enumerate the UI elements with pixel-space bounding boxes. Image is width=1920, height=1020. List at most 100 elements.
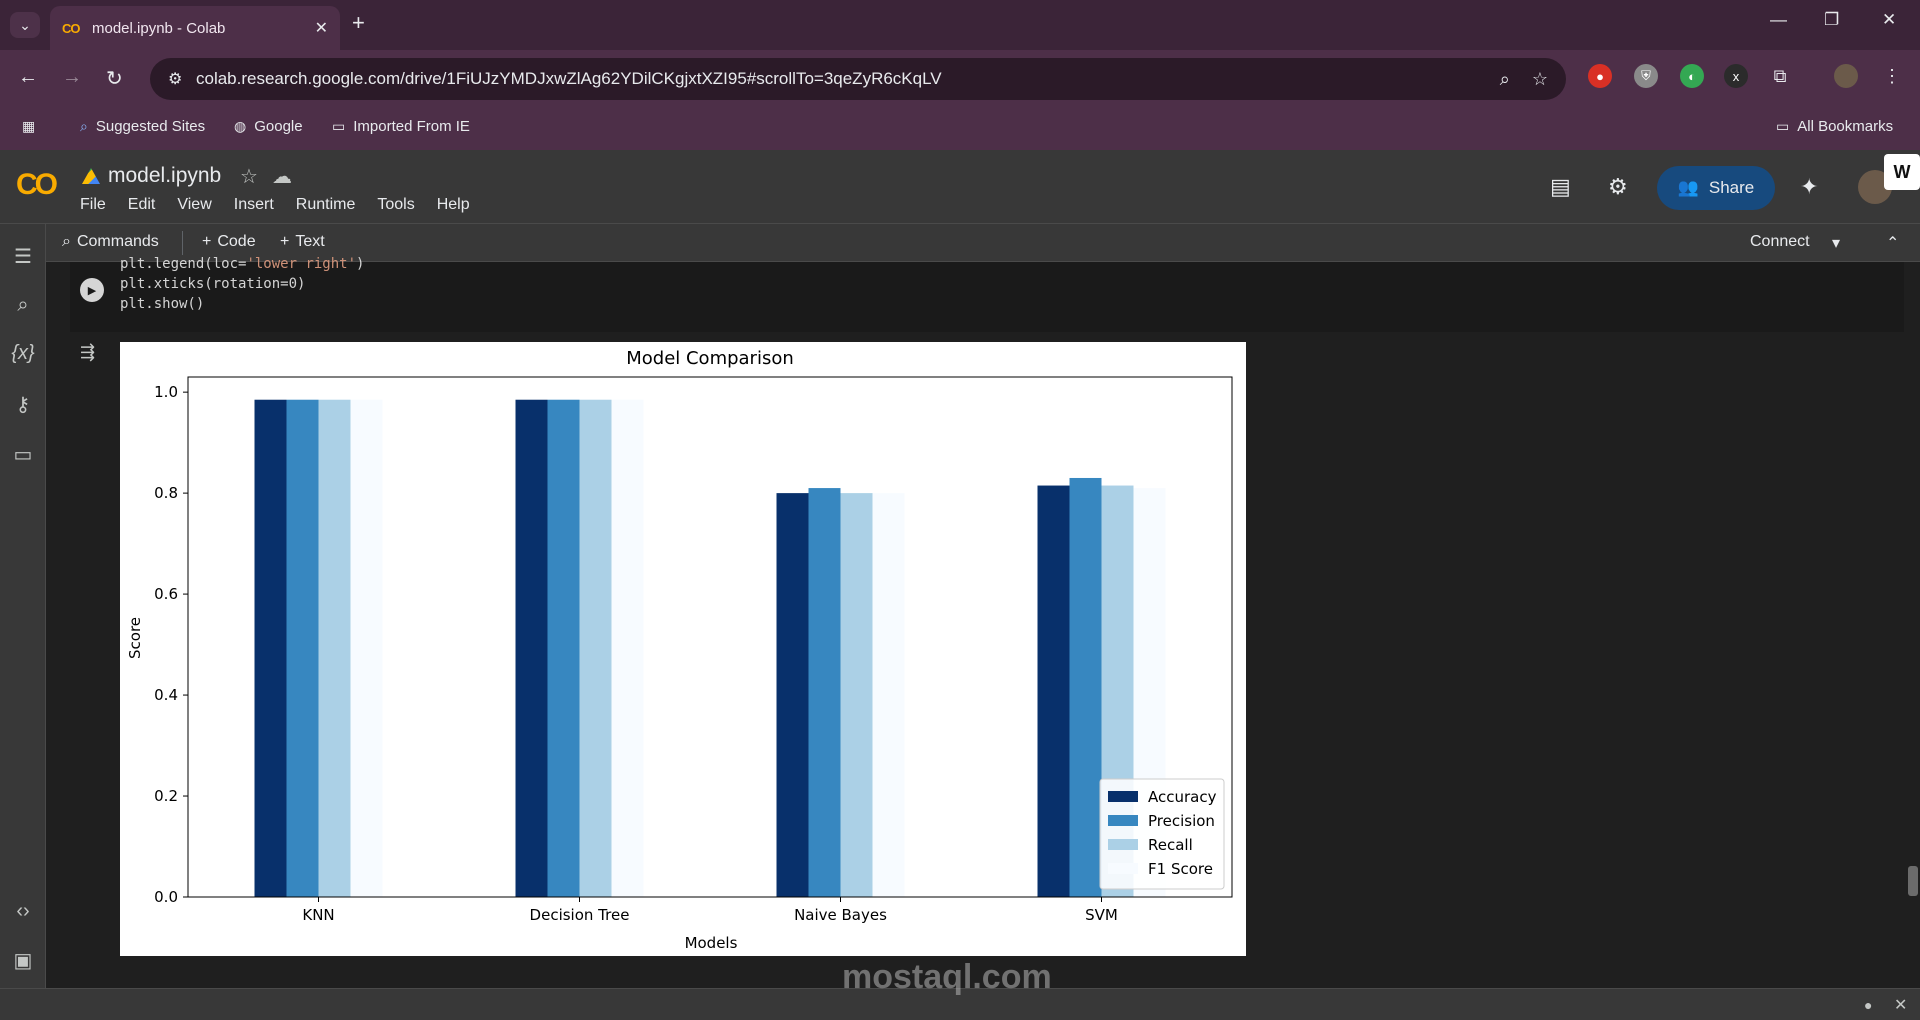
x-tick-label: KNN: [302, 906, 334, 924]
x-axis-label: Models: [685, 934, 738, 952]
extension-x-icon[interactable]: x: [1724, 64, 1748, 88]
add-text-button[interactable]: + Text: [280, 233, 325, 250]
status-bar: ● ✕: [0, 988, 1920, 1020]
extensions-puzzle-icon[interactable]: ⧉: [1773, 65, 1787, 86]
extension-red-icon[interactable]: ●: [1588, 64, 1612, 88]
star-icon[interactable]: ☆: [240, 166, 258, 188]
bar: [808, 488, 841, 897]
x-tick-label: Naive Bayes: [794, 906, 887, 924]
code-cell[interactable]: ▶ plt.legend(loc='lower right') plt.xtic…: [70, 256, 1904, 332]
profile-avatar[interactable]: [1834, 64, 1858, 88]
url-text[interactable]: colab.research.google.com/drive/1FiUJzYM…: [196, 69, 942, 88]
cloud-saved-icon: ☁: [272, 166, 292, 188]
legend-label: Accuracy: [1148, 788, 1217, 806]
plus-icon: +: [280, 233, 290, 250]
collapse-chevron-icon[interactable]: ⌃: [1886, 235, 1900, 252]
bar: [872, 493, 905, 897]
menu-tools[interactable]: Tools: [377, 196, 415, 213]
bookmark-google[interactable]: ◍ Google: [234, 118, 303, 135]
omnibox[interactable]: ⚙ colab.research.google.com/drive/1FiUJz…: [150, 58, 1566, 100]
y-tick-label: 0.6: [154, 585, 178, 603]
y-tick-label: 0.0: [154, 888, 178, 906]
share-button[interactable]: 👥 Share: [1657, 166, 1775, 210]
restore-button[interactable]: ❐: [1824, 10, 1840, 29]
comments-icon[interactable]: ▤: [1550, 174, 1571, 199]
forward-arrow-icon[interactable]: →: [62, 66, 82, 88]
terminal-icon[interactable]: ▣: [13, 950, 33, 972]
gemini-sparkle-icon[interactable]: ✦: [1800, 174, 1819, 199]
folder-icon: ▭: [1776, 118, 1790, 134]
browser-tab[interactable]: CO model.ipynb - Colab ✕: [50, 6, 340, 50]
back-arrow-icon[interactable]: ←: [18, 66, 38, 88]
add-code-button[interactable]: + Code: [202, 233, 256, 250]
connect-button[interactable]: Connect: [1750, 233, 1810, 250]
menu-runtime[interactable]: Runtime: [295, 196, 356, 213]
menu-edit[interactable]: Edit: [127, 196, 156, 213]
site-info-icon[interactable]: ⚙: [168, 71, 183, 88]
menu-help[interactable]: Help: [436, 196, 470, 213]
run-cell-button[interactable]: ▶: [80, 278, 104, 302]
bookmark-suggested-sites[interactable]: ⌕ Suggested Sites: [80, 118, 206, 135]
browser-menu-icon[interactable]: ⋮: [1883, 65, 1901, 86]
table-of-contents-icon[interactable]: ☰: [14, 246, 32, 268]
bookmarks-bar: ▦ ⌕ Suggested Sites ◍ Google ▭ Imported Fro…: [0, 108, 1920, 150]
browser-tab-strip: ⌄ CO model.ipynb - Colab ✕ + — ❐ ✕: [0, 0, 1920, 50]
output-toggle-icon[interactable]: ⇶: [80, 342, 96, 362]
new-tab-button[interactable]: +: [352, 10, 365, 35]
legend-swatch: [1108, 791, 1138, 802]
toolbar-divider: [182, 231, 183, 255]
notebook-area: ▶ plt.legend(loc='lower right') plt.xtic…: [46, 256, 1920, 988]
all-bookmarks[interactable]: ▭ All Bookmarks: [1776, 118, 1894, 135]
code-line: plt.legend(loc='lower right'): [120, 256, 365, 272]
w-badge[interactable]: W: [1884, 154, 1920, 190]
find-icon[interactable]: ⌕: [17, 294, 29, 316]
bar-chart: Model Comparison Score Models KNN Decisio…: [126, 348, 1233, 952]
extension-color-icon[interactable]: ◐: [1680, 64, 1704, 88]
reload-icon[interactable]: ↻: [106, 68, 123, 90]
menu-view[interactable]: View: [177, 196, 212, 213]
code-snippets-icon[interactable]: ‹›: [16, 900, 30, 922]
commands-button[interactable]: ⌕ Commands: [62, 233, 159, 250]
minimize-button[interactable]: —: [1770, 10, 1787, 29]
scrollbar-thumb[interactable]: [1908, 866, 1918, 896]
bar: [515, 399, 548, 897]
bar: [547, 399, 580, 897]
apps-grid-icon[interactable]: ▦: [22, 118, 36, 134]
connect-dropdown-icon[interactable]: ▾: [1832, 235, 1841, 252]
status-close-icon[interactable]: ✕: [1894, 997, 1908, 1014]
tab-title: model.ipynb - Colab: [92, 19, 226, 37]
bar: [286, 399, 319, 897]
legend-label: Recall: [1148, 836, 1193, 854]
legend-swatch: [1108, 863, 1138, 874]
zoom-icon[interactable]: ⌕: [1499, 68, 1510, 89]
watermark: mostaql.com: [842, 958, 1052, 996]
bar: [579, 399, 612, 897]
menu-bar: File Edit View Insert Runtime Tools Help: [80, 196, 470, 214]
bar: [318, 399, 351, 897]
bookmark-star-icon[interactable]: ☆: [1531, 68, 1548, 89]
settings-gear-icon[interactable]: ⚙: [1608, 174, 1628, 199]
window-close-button[interactable]: ✕: [1882, 10, 1897, 29]
globe-icon: ◍: [234, 118, 247, 134]
bar: [1037, 485, 1070, 897]
left-sidebar: ☰ ⌕ {x} ⚷ ▭ ‹› ▣: [0, 224, 46, 988]
notebook-name[interactable]: model.ipynb: [108, 164, 222, 187]
tab-close-icon[interactable]: ✕: [314, 20, 328, 37]
y-tick-label: 0.4: [154, 686, 178, 704]
plot-area: KNN Decision Tree Naive Bayes SVM 0.0 0.2 0.4 0…: [154, 376, 1233, 924]
variables-icon[interactable]: {x}: [11, 342, 35, 364]
plot-frame: [187, 376, 1233, 898]
bar: [254, 399, 287, 897]
notebook-title[interactable]: model.ipynb: [82, 164, 221, 188]
colab-header: CO model.ipynb ☆ ☁ File Edit View Insert…: [0, 150, 1920, 224]
address-bar-row: ← → ↻ ⚙ colab.research.google.com/drive/…: [0, 50, 1920, 108]
menu-file[interactable]: File: [80, 196, 106, 213]
extension-shield-icon[interactable]: ⛨: [1634, 64, 1658, 88]
menu-insert[interactable]: Insert: [233, 196, 274, 213]
files-folder-icon[interactable]: ▭: [13, 444, 33, 466]
colab-logo[interactable]: CO: [16, 168, 58, 201]
notebook-toolbar: ⌕ Commands + Code + Text Connect ▾ ⌃: [46, 224, 1920, 262]
secrets-key-icon[interactable]: ⚷: [15, 394, 31, 416]
bookmark-imported-from-ie[interactable]: ▭ Imported From IE: [332, 118, 470, 135]
tab-search-chevron-icon[interactable]: ⌄: [10, 12, 40, 38]
